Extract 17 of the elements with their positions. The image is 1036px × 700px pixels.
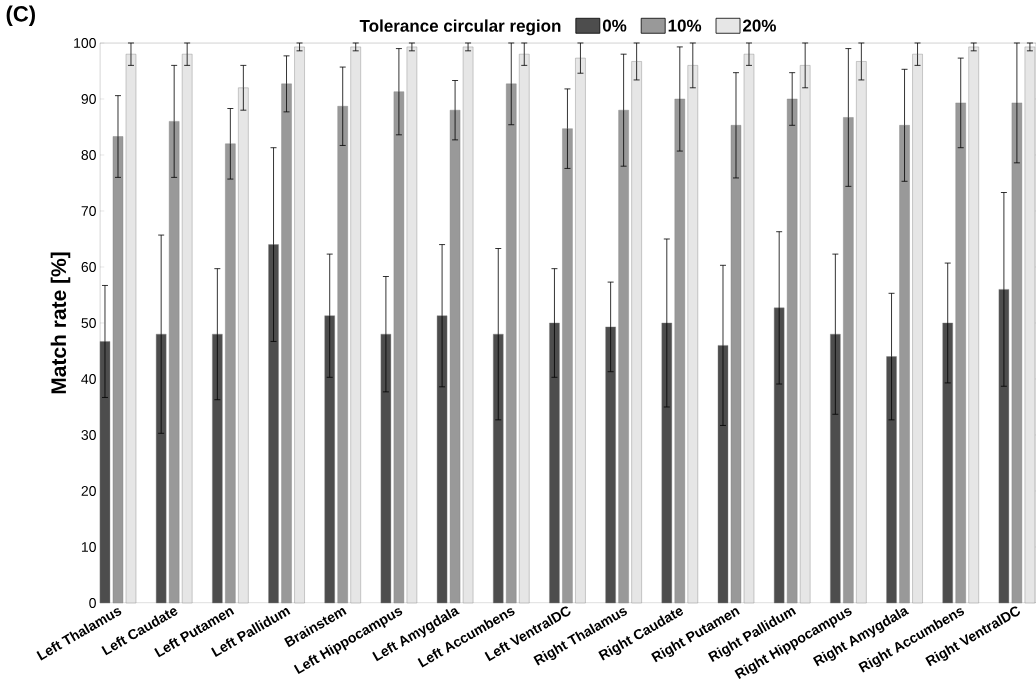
legend-title: Tolerance circular region (359, 19, 561, 36)
y-tick-label: 50 (81, 318, 96, 328)
y-tick-label: 90 (81, 94, 96, 104)
legend-label: 0% (602, 19, 627, 32)
y-tick-label: 70 (81, 206, 96, 216)
legend-label: 20% (743, 19, 776, 32)
y-axis-title: Match rate [%] (50, 252, 71, 394)
text: (C) (6, 5, 35, 27)
legend-label: 10% (668, 19, 702, 32)
y-tick-label: 20 (81, 486, 96, 496)
y-tick-label: 10 (81, 542, 96, 552)
y-tick-label: 100 (74, 38, 96, 48)
y-tick-label: 40 (81, 374, 96, 384)
y-tick-label: 60 (81, 262, 96, 272)
y-tick-label: 30 (81, 430, 96, 440)
y-tick-label: 80 (81, 150, 96, 160)
y-tick-label: 0 (89, 598, 96, 608)
